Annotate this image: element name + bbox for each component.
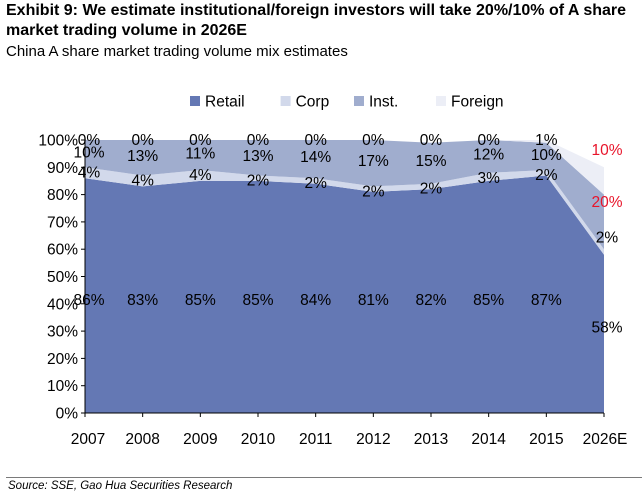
y-tick-label: 0% [56,406,79,423]
y-tick-label: 70% [47,214,78,231]
data-label: 0% [420,132,443,149]
x-tick-label: 2026E [583,431,628,448]
data-label: 2% [420,181,443,198]
x-tick-label: 2010 [241,431,276,448]
data-label: 84% [300,292,331,309]
legend-swatch [280,96,291,106]
y-tick-label: 30% [47,324,78,341]
legend-label: Inst. [369,94,398,111]
data-label: 15% [415,153,446,170]
data-label: 4% [131,172,154,189]
data-label: 17% [358,153,389,170]
x-tick-label: 2009 [183,431,217,448]
y-tick-label: 40% [47,296,78,313]
x-tick-label: 2012 [356,431,390,448]
y-tick-label: 80% [47,187,78,204]
data-label: 12% [473,147,504,164]
data-label: 0% [189,132,212,149]
data-label: 20% [591,194,622,211]
data-label: 1% [535,132,558,149]
legend-label: Corp [296,94,330,111]
data-label: 82% [415,292,446,309]
data-label: 11% [185,146,215,163]
data-label: 85% [242,292,273,309]
y-tick-label: 50% [47,269,78,286]
x-tick-label: 2008 [125,431,159,448]
data-label: 85% [473,292,504,309]
data-label: 0% [304,132,327,149]
legend-swatch [436,96,446,106]
data-label: 0% [362,132,385,149]
area-inst [85,140,604,250]
legend-label: Retail [205,94,245,111]
data-label: 87% [531,292,562,309]
data-label: 14% [300,149,331,166]
y-tick-label: 90% [47,160,78,177]
data-label: 2% [247,172,270,189]
x-tick-label: 2007 [71,431,105,448]
y-tick-label: 60% [47,242,78,259]
data-label: 2% [304,175,327,192]
x-tick-label: 2013 [414,431,448,448]
data-label: 10% [73,144,104,161]
data-label: 10% [591,142,622,159]
chart-subtitle: China A share market trading volume mix … [6,43,348,60]
data-label: 13% [242,148,273,165]
data-label: 58% [591,319,622,336]
x-tick-label: 2011 [299,431,332,448]
legend-swatch [354,96,364,106]
data-label: 4% [78,164,101,181]
data-label: 81% [358,292,389,309]
source-divider [6,477,642,478]
data-label: 0% [131,132,154,149]
data-label: 85% [185,292,216,309]
data-label: 2% [535,167,558,184]
data-label: 0% [477,132,500,149]
area-corp [85,167,604,255]
header: Exhibit 9: We estimate institutional/for… [6,0,642,61]
data-label: 2% [362,183,385,200]
chart: 0%10%20%30%40%50%60%70%80%90%100%2007 200… [38,94,628,449]
x-tick-label: 2015 [529,431,563,448]
data-label: 3% [477,170,500,187]
legend-label: Foreign [451,94,504,111]
area-foreign [85,140,604,195]
data-label: 4% [189,167,212,184]
data-label: 83% [127,292,158,309]
y-tick-label: 10% [47,378,78,395]
area-retail [85,175,604,413]
data-label: 0% [247,132,270,149]
data-label: 86% [73,292,104,309]
data-label: 10% [531,147,562,164]
data-label: 0% [78,132,101,149]
chart-title: Exhibit 9: We estimate institutional/for… [6,2,627,39]
y-tick-label: 100% [38,133,78,150]
source-note: Source: SSE, Gao Hua Securities Research [8,480,233,492]
legend-swatch [190,96,200,106]
x-tick-label: 2014 [471,431,506,448]
data-label: 2% [596,229,619,246]
y-tick-label: 20% [47,351,78,368]
data-label: 13% [127,148,158,165]
